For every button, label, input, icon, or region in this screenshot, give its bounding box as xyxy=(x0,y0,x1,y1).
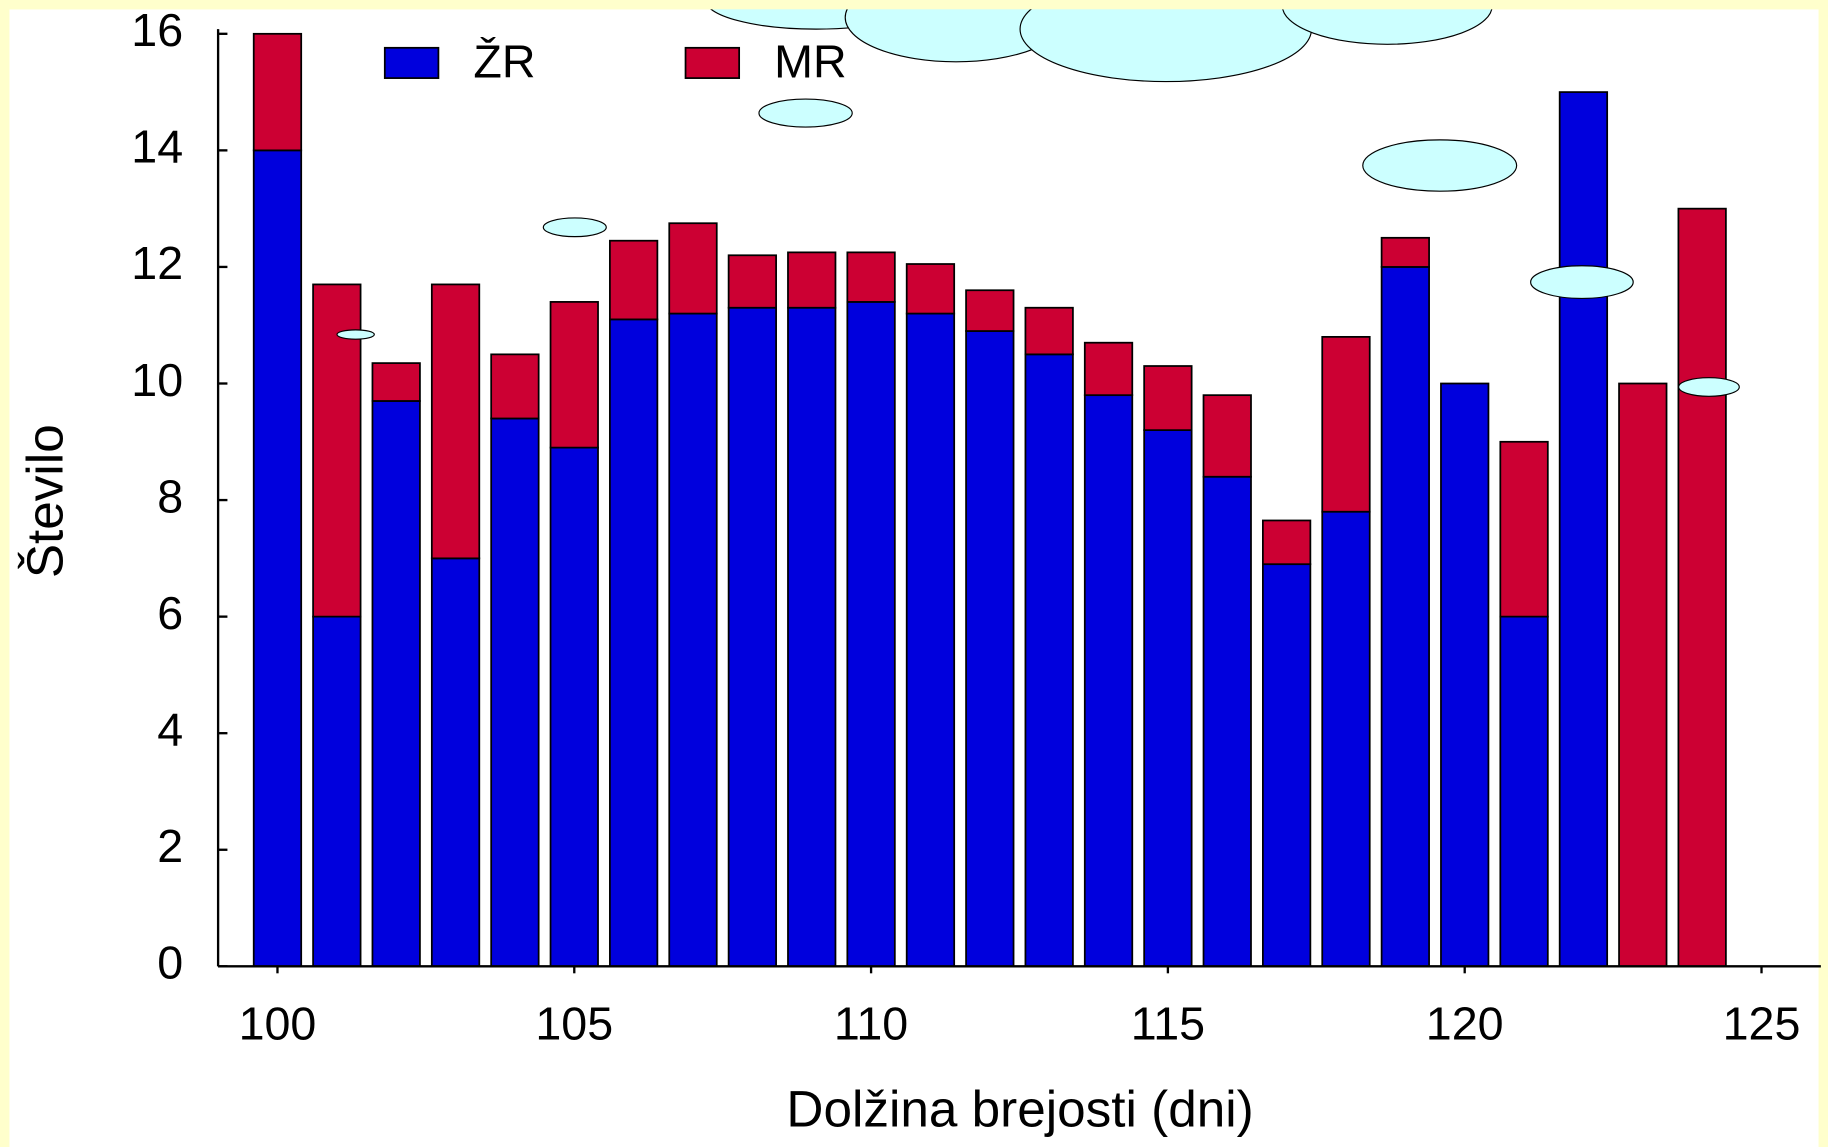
bar-segment xyxy=(1499,440,1549,618)
bar-segment xyxy=(727,254,777,309)
bar-segment xyxy=(1143,365,1193,431)
bar-segment xyxy=(905,263,956,315)
bar-segment xyxy=(727,306,777,968)
bar-segment xyxy=(787,251,837,309)
bar-segment xyxy=(430,557,481,968)
cloud xyxy=(758,98,853,128)
legend-label: ŽR xyxy=(473,36,535,88)
x-tick-label: 115 xyxy=(1131,997,1205,1049)
bar-segment xyxy=(1262,519,1312,566)
cloud xyxy=(542,217,607,238)
y-tick-label: 12 xyxy=(131,237,183,289)
bar-segment xyxy=(490,417,540,968)
bar-segment xyxy=(1321,510,1371,968)
bar-segment xyxy=(1202,475,1252,968)
bar-segment xyxy=(1380,236,1430,268)
legend-swatch xyxy=(383,46,440,79)
bar-segment xyxy=(1618,382,1668,968)
bar-segment xyxy=(1677,207,1727,968)
x-axis-label: Dolžina brejosti (dni) xyxy=(786,1081,1253,1138)
bar-segment xyxy=(846,301,896,968)
cloud xyxy=(1530,265,1634,299)
bar-segment xyxy=(430,283,481,560)
x-tick-label: 120 xyxy=(1426,997,1504,1049)
bar-segment xyxy=(252,149,303,968)
legend-swatch xyxy=(684,46,741,79)
bar-segment xyxy=(490,353,540,420)
bar-segment xyxy=(252,32,303,152)
border xyxy=(0,0,1828,10)
cloud xyxy=(1362,139,1518,192)
bar-segment xyxy=(1262,563,1312,968)
y-axis-label: Število xyxy=(17,424,74,578)
bar-segment xyxy=(787,306,837,968)
bar-segment xyxy=(846,251,896,303)
bar-segment xyxy=(1083,394,1134,968)
y-tick-label: 2 xyxy=(157,820,183,872)
bar-segment xyxy=(965,330,1015,968)
y-tick-label: 4 xyxy=(157,704,183,756)
bar-segment xyxy=(312,283,362,618)
bar-segment xyxy=(965,289,1015,332)
x-tick-label: 105 xyxy=(535,997,613,1049)
bar-segment xyxy=(1024,306,1074,356)
bar-segment xyxy=(1321,335,1371,513)
bar-segment xyxy=(668,222,718,315)
y-tick-label: 14 xyxy=(131,121,183,173)
bar-segment xyxy=(1083,341,1134,397)
bar-segment xyxy=(609,318,659,968)
bar-segment xyxy=(1558,91,1609,968)
y-tick-label: 10 xyxy=(131,354,183,406)
bar-segment xyxy=(609,239,659,321)
bar-segment xyxy=(549,446,599,968)
y-tick-label: 8 xyxy=(157,470,183,522)
legend-label: MR xyxy=(774,36,847,88)
plot: 0 2 4 6 8 10 12 14 16 100 105 110 115 120 125 ŽR MR xyxy=(131,4,1821,1049)
y-tick-label: 16 xyxy=(131,4,183,56)
bar-segment xyxy=(1499,615,1549,968)
bar-segment xyxy=(1202,394,1252,478)
cloud xyxy=(1678,377,1740,397)
cloud xyxy=(336,329,375,340)
y-tick-label: 0 xyxy=(157,937,183,989)
bar-segment xyxy=(668,312,718,968)
bar-segment xyxy=(549,301,599,449)
bar-segment xyxy=(371,362,421,402)
bar-segment xyxy=(312,615,362,968)
bar-segment xyxy=(1143,429,1193,968)
y-tick-label: 6 xyxy=(157,587,183,639)
x-tick-label: 100 xyxy=(239,997,317,1049)
bar-segment xyxy=(1024,353,1074,968)
bar-segment xyxy=(905,312,956,968)
bar-segment xyxy=(371,400,421,968)
bar-segment xyxy=(1440,382,1490,968)
x-tick-label: 110 xyxy=(834,997,908,1049)
x-tick-label: 125 xyxy=(1723,997,1801,1049)
bar-segment xyxy=(1380,266,1430,968)
